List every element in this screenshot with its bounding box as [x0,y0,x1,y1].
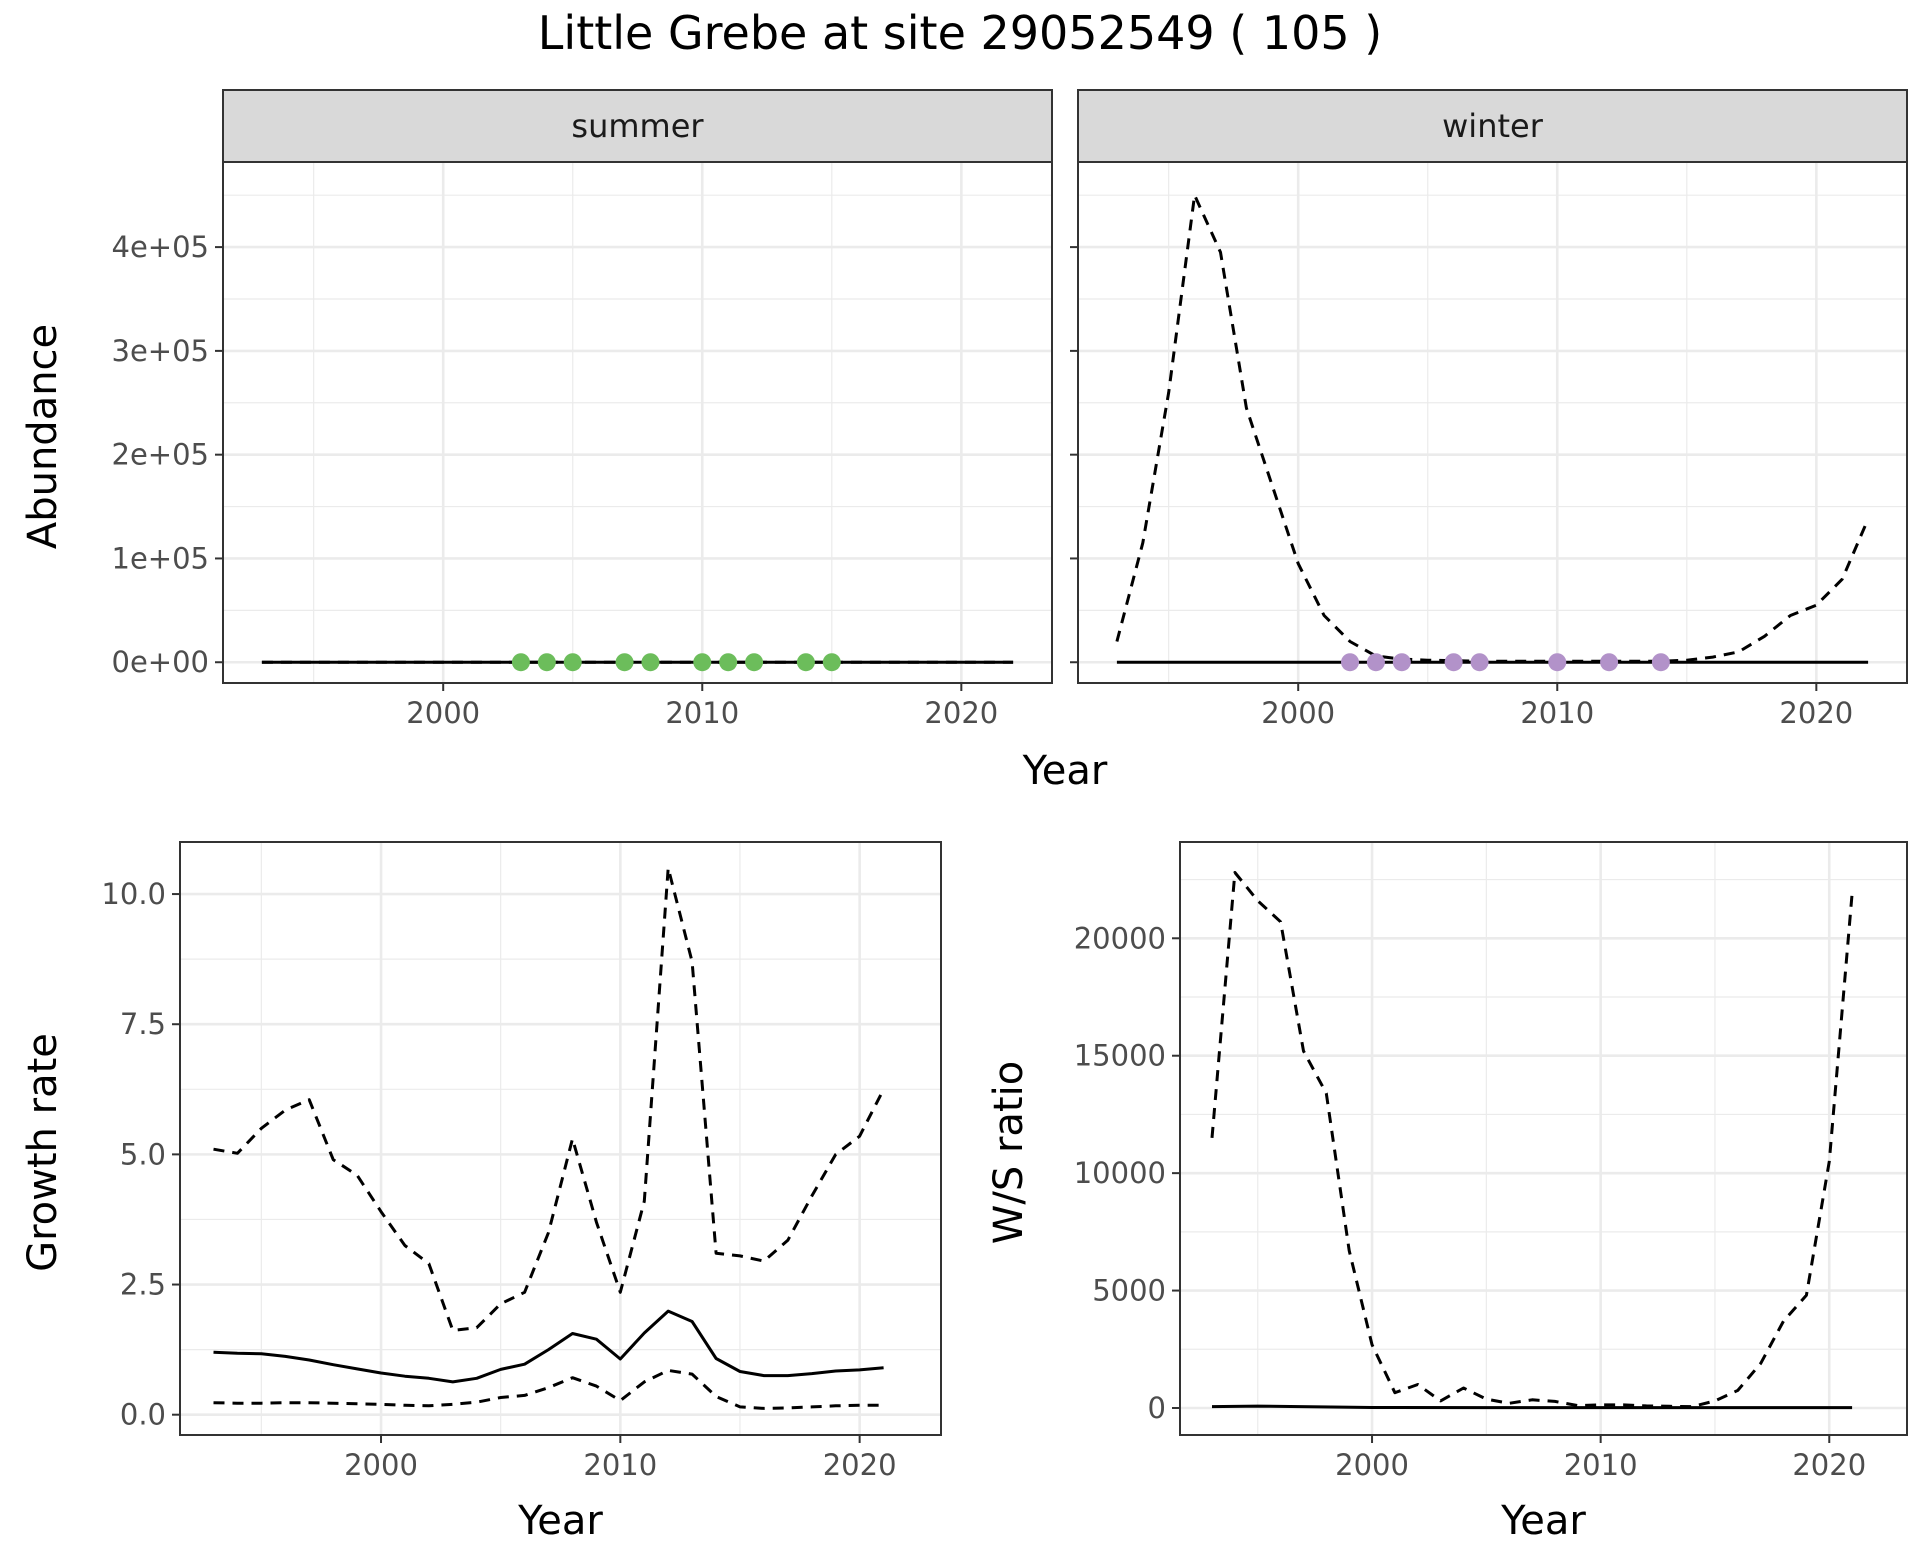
x-tick-label: 2000 [406,696,480,730]
winter-abundance-panel: winter 2000 2010 2020 [1070,89,1908,730]
y-tick-label: 3e+05 [112,334,210,368]
series-line-dashed-1 [1210,871,1854,1409]
y-axis-title: W/S ratio [986,1061,1032,1244]
x-tick-label: 2010 [1520,696,1594,730]
y-tick-label: 4e+05 [112,230,210,264]
data-point [641,653,660,672]
x-tick-label: 2020 [1779,696,1853,730]
ws-ratio-panel: 2000 2010 2020 0 5000 10000 15000 20000 W/S rati… [986,841,1908,1544]
data-point [1366,653,1385,672]
data-point [537,653,556,672]
y-tick-label: 1e+05 [112,541,210,575]
x-tick-label: 2020 [823,1448,897,1482]
x-tick-label: 2000 [1261,696,1335,730]
figure-title: Little Grebe at site 29052549 ( 105 ) [538,6,1382,60]
panel-border [1077,161,1908,684]
grid [223,162,1052,683]
x-tick-label: 2000 [1335,1448,1409,1482]
y-axis-title: Growth rate [20,1033,66,1272]
series-line-solid-0 [213,1309,884,1384]
y-tick-label: 10.0 [101,877,166,911]
panel-border [1179,841,1908,1436]
x-tick-label: 2020 [1792,1448,1866,1482]
y-tick-label: 10000 [1074,1156,1166,1190]
data-point [1651,653,1670,672]
facet-strip-label: summer [571,107,704,145]
series-line-dashed-1 [213,866,885,1332]
grid [180,842,941,1435]
x-tick-label: 2010 [1564,1448,1638,1482]
y-tick-label: 7.5 [120,1007,166,1041]
y-tick-label: 0 [1148,1391,1166,1425]
facet-strip-label: winter [1442,107,1544,145]
x-tick-label: 2010 [583,1448,657,1482]
grid [1078,162,1907,683]
data-point [1548,653,1567,672]
x-axis-title: Year [1500,1498,1586,1544]
x-tick-label: 2020 [924,696,998,730]
x-axis-title-facets: Year [1022,748,1108,794]
grid [1180,842,1907,1435]
panel-border [222,161,1053,684]
panel-border [179,841,942,1436]
data-point [745,653,764,672]
growth-rate-panel: 2000 2010 2020 0.0 2.5 5.0 7.5 10.0 Growth rate Y… [20,841,942,1544]
x-axis-title: Year [517,1498,603,1544]
facet-strip [1077,89,1908,163]
series-line-dashed-1 [1115,193,1870,663]
x-tick-label: 2010 [665,696,739,730]
y-tick-label: 2e+05 [112,438,210,472]
y-tick-label: 0e+00 [112,645,210,679]
y-tick-label: 0.0 [120,1398,166,1432]
series-line-solid-0 [1211,1404,1853,1410]
data-point [693,653,712,672]
data-point [1341,653,1360,672]
data-point [822,653,841,672]
data-point [1444,653,1463,672]
data-point [719,653,738,672]
data-point [1600,653,1619,672]
y-tick-label: 5.0 [120,1137,166,1171]
x-tick-label: 2000 [344,1448,418,1482]
y-tick-label: 20000 [1074,921,1166,955]
summer-abundance-panel: summer 2000 2010 2020 0e+00 1e+05 2e+05 3e+05 4e… [20,89,1053,730]
y-axis-title: Abundance [20,324,66,549]
data-point [1392,653,1411,672]
data-point [563,653,582,672]
shared-axis-labels: Year [1022,748,1108,794]
data-point [511,653,530,672]
data-point [796,653,815,672]
y-tick-label: 2.5 [120,1268,166,1302]
data-point [1470,653,1489,672]
y-tick-label: 15000 [1074,1039,1166,1073]
facet-strip [222,89,1053,163]
y-tick-label: 5000 [1092,1274,1166,1308]
data-point [615,653,634,672]
